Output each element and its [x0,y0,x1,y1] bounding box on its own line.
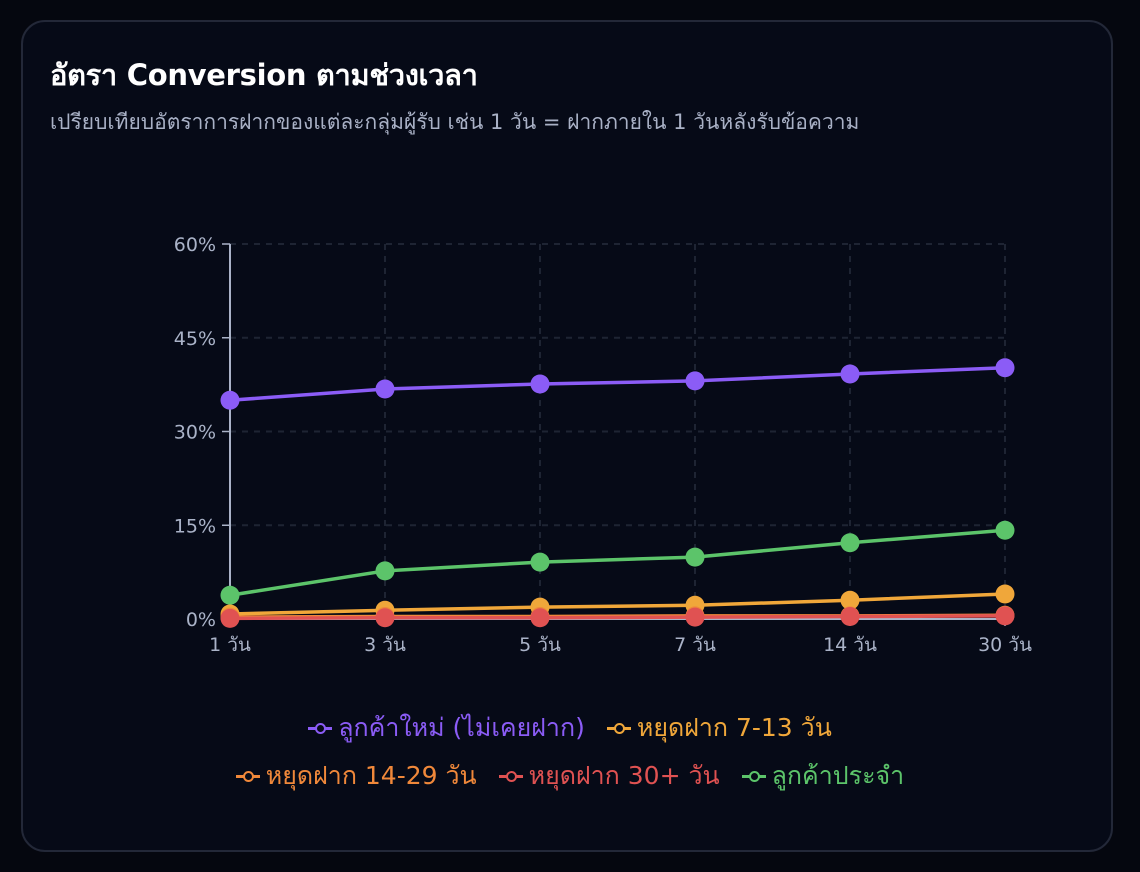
chart-card [21,20,1113,852]
data-point[interactable] [995,584,1015,604]
data-point[interactable] [220,390,240,410]
data-point[interactable] [685,607,705,627]
y-tick-label: 45% [174,328,216,350]
legend-row-2: หยุดฝาก 14-29 วัน หยุดฝาก 30+ วัน ลูกค้าปร… [0,756,1140,796]
line-marker-icon [235,769,260,783]
legend-row-1: ลูกค้าใหม่ (ไม่เคยฝาก) หยุดฝาก 7-13 วัน [0,708,1140,748]
legend-label: หยุดฝาก 14-29 วัน [265,761,477,790]
y-tick-label: 30% [174,422,216,444]
line-marker-icon [498,769,523,783]
x-tick-label: 3 วัน [364,634,406,656]
legend-label: ลูกค้าใหม่ (ไม่เคยฝาก) [338,713,585,742]
x-tick-label: 5 วัน [519,634,561,656]
x-tick-label: 1 วัน [209,634,251,656]
data-point[interactable] [530,552,550,572]
chart-title: อัตรา Conversion ตามช่วงเวลา [50,58,478,92]
data-point[interactable] [995,606,1015,626]
series-line [229,614,1006,621]
legend-label: หยุดฝาก 7-13 วัน [636,713,832,742]
series-4 [220,520,1015,605]
data-point[interactable] [530,374,550,394]
data-point[interactable] [840,533,860,553]
data-point[interactable] [375,608,395,628]
line-marker-icon [741,769,766,783]
series-line [229,592,1006,616]
x-tick-label: 14 วัน [823,634,877,656]
data-point[interactable] [375,561,395,581]
y-tick-label: 15% [174,515,216,537]
data-point[interactable] [840,607,860,626]
x-tick-label: 30 วัน [978,634,1032,656]
data-point[interactable] [375,379,395,399]
series-line [229,366,1006,402]
y-tick-label: 0% [186,609,216,631]
legend-label: ลูกค้าประจำ [771,761,905,790]
grid-lines [230,243,1006,619]
data-point[interactable] [685,547,705,567]
line-marker-icon [308,721,333,735]
series-0 [220,358,1015,410]
data-point[interactable] [995,358,1015,378]
data-point[interactable] [685,371,705,391]
axes: 0% 15% 30% 45% 60% 1 วัน 3 วัน 5 วัน 7 วัน 14 วัน… [174,234,1032,656]
legend-item-2[interactable]: หยุดฝาก 14-29 วัน [235,756,477,796]
series-line [229,528,1006,597]
data-point[interactable] [995,520,1015,540]
x-tick-label: 7 วัน [674,634,716,656]
legend-item-4[interactable]: ลูกค้าประจำ [741,756,905,796]
chart-subtitle: เปรียบเทียบอัตราการฝากของแต่ละกลุ่มผู้รั… [50,110,860,134]
data-point[interactable] [840,364,860,384]
data-point[interactable] [220,585,240,605]
legend-label: หยุดฝาก 30+ วัน [528,761,720,790]
data-point[interactable] [220,608,240,628]
line-marker-icon [606,721,631,735]
legend-item-3[interactable]: หยุดฝาก 30+ วัน [498,756,720,796]
y-tick-label: 60% [174,234,216,256]
series-group [220,358,1015,628]
series-3 [220,606,1015,628]
legend-item-0[interactable]: ลูกค้าใหม่ (ไม่เคยฝาก) [308,708,585,748]
data-point[interactable] [840,590,860,610]
data-point[interactable] [530,608,550,628]
legend-item-1[interactable]: หยุดฝาก 7-13 วัน [606,708,832,748]
